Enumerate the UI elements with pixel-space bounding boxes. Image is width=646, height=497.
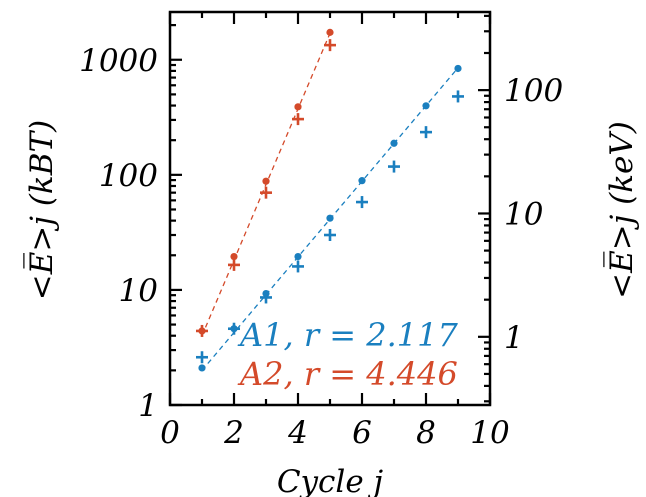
x-tick-label: 4	[287, 415, 308, 451]
dot-marker-a2	[230, 252, 238, 261]
y-left-tick-label: 1	[138, 388, 158, 424]
cross-marker-a1	[196, 351, 208, 364]
y-right-tick-label: 100	[504, 73, 563, 109]
dot-marker-a2	[326, 28, 334, 36]
cross-marker-a1	[324, 229, 336, 242]
cross-marker-a1	[388, 160, 400, 173]
dot-marker-a1	[390, 139, 398, 147]
y-left-tick-label: 10	[119, 273, 158, 309]
x-tick-label: 0	[160, 415, 180, 451]
dot-marker-a1	[358, 177, 366, 185]
y-right-tick-label: 10	[504, 196, 543, 232]
x-tick-label: 8	[416, 415, 436, 451]
data-markers	[196, 28, 464, 372]
legend-a1: A1, r = 2.117	[237, 316, 459, 354]
cross-marker-a2	[324, 39, 336, 52]
y-axis-label-left: <E̅>j (kBT)	[21, 120, 60, 300]
x-axis-label: Cycle j	[277, 464, 384, 497]
cross-marker-a1	[452, 90, 464, 103]
dot-marker-a1	[454, 64, 462, 73]
cross-marker-a1	[420, 126, 432, 139]
cross-marker-a1	[228, 322, 240, 335]
y-left-tick-label: 100	[99, 158, 158, 194]
x-tick-label: 10	[470, 415, 509, 451]
dot-marker-a2	[294, 103, 302, 111]
axis-ticks: 0 2 4 6 8 10 1 10 100 1000 1 10 100	[79, 12, 563, 451]
dot-marker-a2	[262, 177, 270, 185]
x-tick-label: 6	[352, 415, 372, 451]
y-axis-label-right: <E̅>j (keV)	[601, 121, 640, 299]
dot-marker-a1	[422, 102, 430, 110]
cross-marker-a2	[260, 186, 272, 199]
cross-marker-a2	[196, 324, 208, 337]
cross-marker-a1	[260, 291, 272, 304]
cross-marker-a2	[292, 113, 304, 126]
cross-marker-a1	[292, 260, 304, 273]
x-tick-label: 2	[223, 415, 244, 451]
y-right-tick-label: 1	[504, 320, 524, 356]
dot-marker-a1	[294, 252, 302, 261]
cross-marker-a2	[228, 258, 240, 271]
legend-a2: A2, r = 4.446	[237, 355, 458, 393]
dot-marker-a1	[326, 214, 334, 222]
dot-marker-a1	[198, 364, 206, 372]
cross-marker-a1	[356, 196, 368, 209]
y-left-tick-label: 1000	[79, 43, 158, 79]
